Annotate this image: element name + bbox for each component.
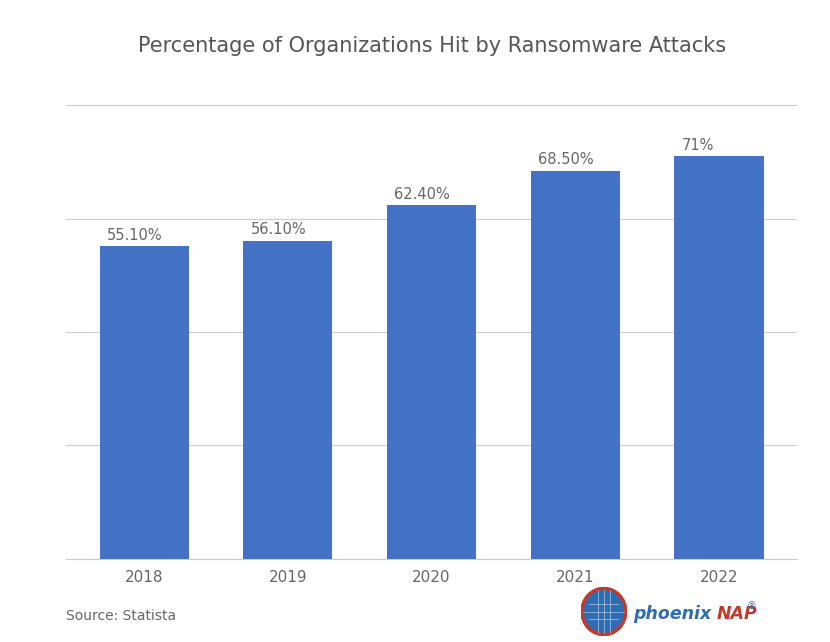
Text: 71%: 71% [681,138,714,153]
Text: 62.40%: 62.40% [394,187,450,202]
Text: 55.10%: 55.10% [107,228,163,243]
Text: ®: ® [746,601,756,611]
Bar [100,247,188,559]
Text: 56.10%: 56.10% [251,222,306,238]
Bar [530,171,620,559]
Text: NAP: NAP [716,605,757,623]
Bar [675,157,764,559]
Text: phoenix: phoenix [633,605,711,623]
Title: Percentage of Organizations Hit by Ransomware Attacks: Percentage of Organizations Hit by Ranso… [138,36,725,56]
Bar [387,205,476,559]
Circle shape [583,590,624,633]
Text: 68.50%: 68.50% [538,152,593,167]
Text: Source: Statista: Source: Statista [66,609,177,623]
Bar [243,241,333,559]
